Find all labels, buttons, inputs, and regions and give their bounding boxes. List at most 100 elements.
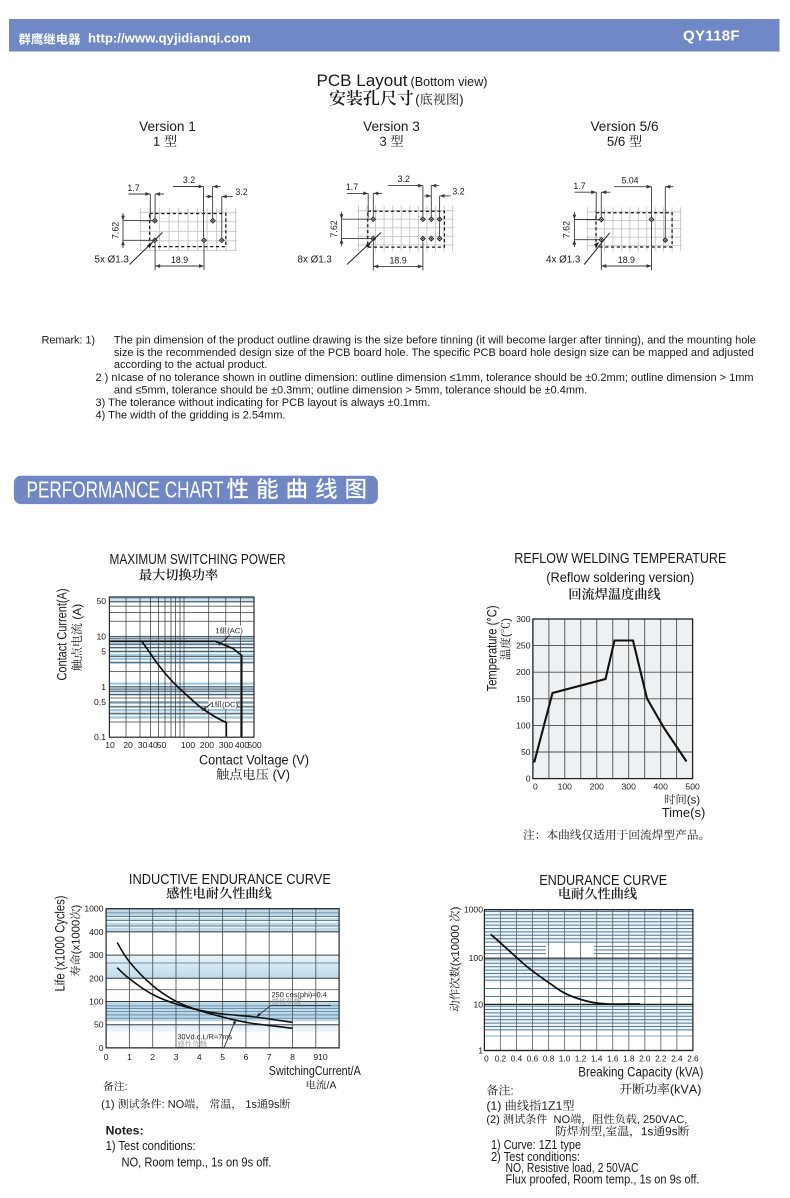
svg-text:0.6: 0.6 (527, 1055, 539, 1064)
svg-text:400: 400 (235, 740, 250, 750)
svg-text:4x Ø1.3: 4x Ø1.3 (546, 255, 581, 266)
svg-text:Time(s): Time(s) (662, 805, 706, 820)
svg-text:0: 0 (104, 1052, 109, 1062)
svg-text:according to the actual produc: according to the actual product. (114, 359, 267, 371)
svg-text:300: 300 (89, 950, 104, 960)
svg-text:0.2: 0.2 (495, 1055, 507, 1064)
svg-text:1: 1 (478, 1046, 483, 1056)
svg-text:40: 40 (148, 740, 158, 750)
svg-text:Flux proofed, Room temp., 1s o: Flux proofed, Room temp., 1s on 9s off. (506, 1173, 700, 1187)
svg-text:0.1: 0.1 (94, 732, 106, 742)
svg-text:http://www.qyjidianqi.com: http://www.qyjidianqi.com (88, 31, 251, 46)
svg-text:300: 300 (622, 782, 637, 792)
svg-text:5: 5 (101, 647, 106, 657)
svg-text:2.2: 2.2 (655, 1055, 667, 1064)
svg-text:0: 0 (484, 1055, 489, 1064)
svg-text:PERFORMANCE CHART: PERFORMANCE CHART (27, 476, 224, 502)
svg-text:200: 200 (89, 973, 104, 983)
svg-text:0.4: 0.4 (511, 1055, 523, 1064)
svg-text:10: 10 (96, 631, 106, 641)
svg-text:Life (x1000 Cycles): Life (x1000 Cycles) (51, 896, 67, 992)
svg-text:Version 1: Version 1 (139, 119, 196, 134)
svg-text:500: 500 (685, 782, 700, 792)
svg-text:1: 1 (127, 1052, 132, 1062)
svg-text:1: 1 (101, 682, 106, 692)
svg-text:(Reflow soldering version): (Reflow soldering version) (546, 570, 694, 585)
svg-text:8x Ø1.3: 8x Ø1.3 (298, 255, 333, 266)
svg-text:QY118F: QY118F (683, 28, 740, 45)
svg-text:5: 5 (220, 1052, 225, 1062)
svg-text:3.2: 3.2 (398, 174, 410, 184)
svg-text:1000: 1000 (84, 904, 103, 914)
svg-text:400: 400 (89, 927, 104, 937)
svg-text:100: 100 (89, 997, 104, 1007)
svg-text:18.9: 18.9 (171, 255, 188, 265)
svg-text:and ≤5mm, tolerance should be: and ≤5mm, tolerance should be ±0.3mm; ou… (114, 385, 587, 397)
svg-text:size is the recommended design: size is the recommended design size of t… (114, 347, 754, 359)
svg-text:910: 910 (313, 1052, 328, 1062)
svg-text:0: 0 (526, 774, 531, 784)
svg-text:200: 200 (590, 782, 605, 792)
svg-text:3.2: 3.2 (235, 187, 247, 197)
svg-text:300: 300 (516, 614, 531, 624)
svg-text:4) The width of the gridding: 4) The width of the gridding is 2.54mm. (96, 409, 286, 421)
svg-text:50: 50 (94, 1020, 104, 1030)
svg-text:7.62: 7.62 (562, 221, 572, 238)
svg-text:18.9: 18.9 (618, 255, 635, 265)
svg-text:1.2: 1.2 (575, 1055, 587, 1064)
svg-text:REFLOW WELDING TEMPERATURE: REFLOW WELDING TEMPERATURE (514, 550, 726, 567)
svg-text:0.5: 0.5 (94, 697, 106, 707)
svg-text:200: 200 (200, 740, 215, 750)
svg-text:3.2: 3.2 (183, 175, 195, 185)
svg-text:1000: 1000 (464, 905, 483, 915)
svg-text:300: 300 (219, 740, 234, 750)
svg-text:50: 50 (157, 740, 167, 750)
svg-text:Contact Voltage (V): Contact Voltage (V) (199, 753, 309, 768)
svg-text:1) Curve: 1Z1 type: 1) Curve: 1Z1 type (491, 1138, 581, 1152)
svg-text:1) Test conditions:: 1) Test conditions: (106, 1139, 196, 1153)
svg-text:2) Test conditions:: 2) Test conditions: (491, 1150, 580, 1164)
svg-text:Temperature (°C): Temperature (°C) (483, 605, 499, 691)
svg-text:30: 30 (138, 740, 148, 750)
svg-text:Version 5/6: Version 5/6 (590, 119, 658, 134)
svg-text:2 ) nIcase of no tolerance sh: 2 ) nIcase of no tolerance shown in outl… (96, 372, 754, 384)
svg-text:5.04: 5.04 (621, 175, 638, 185)
svg-text:2.6: 2.6 (687, 1055, 699, 1064)
svg-text:100: 100 (516, 720, 531, 730)
svg-text:10: 10 (105, 740, 115, 750)
svg-text:100: 100 (181, 740, 196, 750)
svg-text:The pin dimension of the produ: The pin dimension of the product outline… (114, 335, 756, 347)
svg-text:7.62: 7.62 (110, 222, 120, 239)
svg-text:1.7: 1.7 (127, 183, 139, 193)
svg-text:500: 500 (247, 740, 262, 750)
svg-text:3: 3 (174, 1052, 179, 1062)
svg-text:3.2: 3.2 (452, 186, 464, 196)
svg-text:200: 200 (516, 667, 531, 677)
svg-text:Version 3: Version 3 (363, 119, 420, 134)
svg-text:0: 0 (533, 782, 538, 792)
svg-text:Breaking Capacity (kVA): Breaking Capacity (kVA) (578, 1065, 703, 1080)
svg-text:400: 400 (654, 782, 669, 792)
svg-text:Contact Current(A): Contact Current(A) (54, 589, 70, 681)
svg-text:20: 20 (123, 740, 133, 750)
svg-text:Remark: 1): Remark: 1) (42, 335, 95, 347)
svg-text:1.4: 1.4 (591, 1055, 603, 1064)
svg-text:250: 250 (516, 641, 531, 651)
svg-text:1.7: 1.7 (573, 181, 585, 191)
svg-text:18.9: 18.9 (390, 256, 407, 266)
svg-text:(Bottom view): (Bottom view) (411, 75, 488, 89)
svg-text:3) The tolerance without indi: 3) The tolerance without indicating for … (96, 397, 431, 409)
svg-text:50: 50 (96, 596, 106, 606)
svg-text:7.62: 7.62 (329, 220, 339, 237)
svg-text:0: 0 (99, 1043, 104, 1053)
svg-text:6: 6 (244, 1052, 249, 1062)
svg-text:1.7: 1.7 (346, 182, 358, 192)
svg-text:5x Ø1.3: 5x Ø1.3 (95, 255, 130, 266)
svg-text:150: 150 (516, 694, 531, 704)
svg-text:100: 100 (469, 953, 484, 963)
svg-text:1.6: 1.6 (607, 1055, 619, 1064)
svg-text:0.8: 0.8 (543, 1055, 555, 1064)
svg-text:2.4: 2.4 (671, 1055, 683, 1064)
svg-text:NO, Resistive load, 2 50VAC: NO, Resistive load, 2 50VAC (506, 1161, 639, 1175)
svg-text:1.0: 1.0 (559, 1055, 571, 1064)
